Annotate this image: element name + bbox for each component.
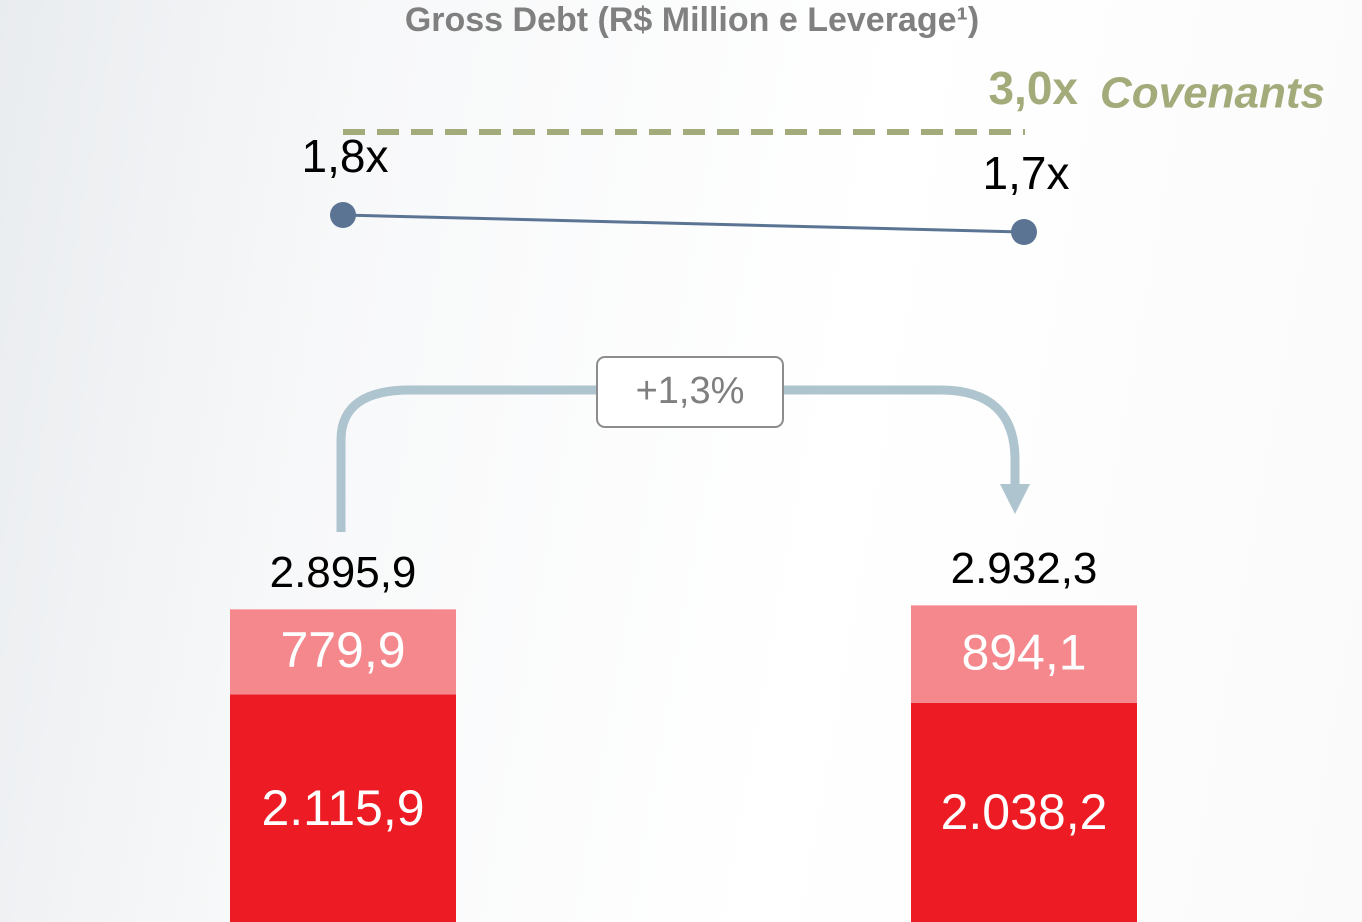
value-label: 2.038,2 [941,784,1108,840]
total-label: 2.932,3 [951,544,1098,593]
bar-segment [230,694,456,922]
leverage-line [342,213,1025,234]
arrow-head [1000,484,1030,514]
leverage-label: 1,7x [983,147,1070,199]
bar-segment [230,609,456,695]
leverage-point [330,202,356,228]
leverage-point [1011,219,1037,245]
value-label: 2.115,9 [261,780,424,836]
covenant-label: 3,0x [988,62,1078,114]
change-label: +1,3% [636,370,745,412]
value-label: 779,9 [280,622,405,678]
bar-segment [911,702,1137,922]
bar-segment [911,605,1137,703]
covenant-text: Covenants [1100,69,1325,118]
total-label: 2.895,9 [270,548,417,597]
leverage-label: 1,8x [302,130,389,182]
change-box [596,356,784,428]
change-arrow [336,385,1020,532]
value-label: 894,1 [961,624,1086,680]
chart-title: Gross Debt (R$ Million e Leverage¹) [405,1,979,39]
